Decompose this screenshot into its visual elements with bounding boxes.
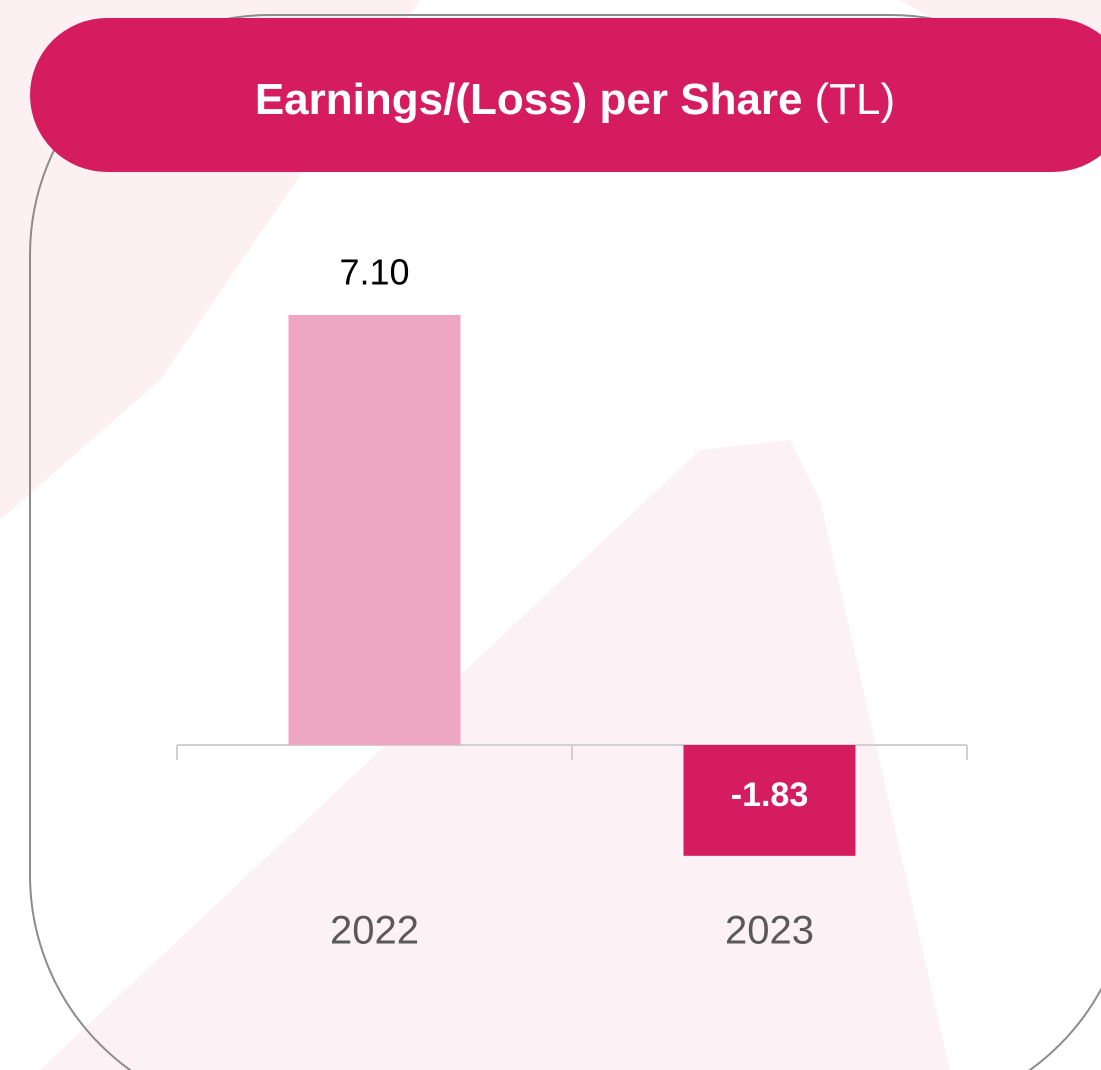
value-label: -1.83 <box>731 776 809 814</box>
title-main: Earnings/(Loss) per Share <box>255 75 803 124</box>
bg-shape <box>40 440 950 1070</box>
bar <box>683 745 856 856</box>
value-label: 7.10 <box>339 252 409 293</box>
chart-title: Earnings/(Loss) per Share (TL) <box>255 75 895 124</box>
x-tick-label: 2022 <box>330 909 419 953</box>
title-unit: (TL) <box>815 75 896 124</box>
header-pill <box>30 18 1101 172</box>
bar <box>288 315 461 746</box>
plot-area: 7.10 2022 -1.83 2023 <box>176 252 968 953</box>
card-border <box>29 14 1101 1070</box>
x-tick-label: 2023 <box>725 909 814 953</box>
